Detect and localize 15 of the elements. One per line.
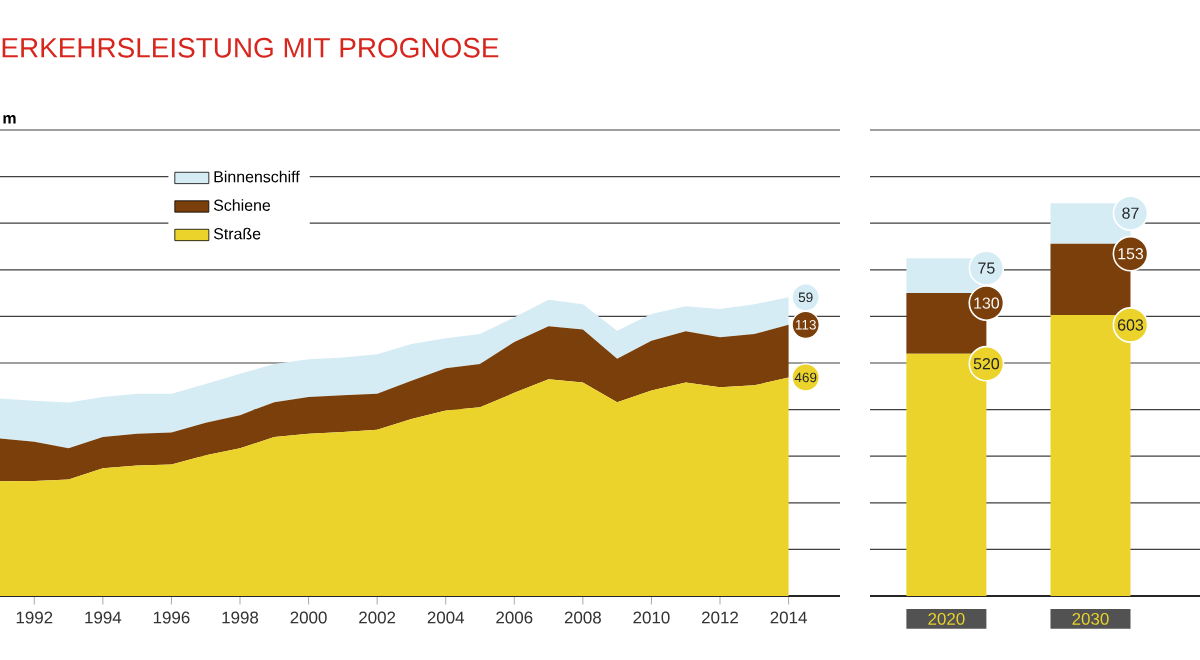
x-tick-label: 2006 <box>496 611 533 624</box>
x-tick-label: 2012 <box>702 611 738 624</box>
x-tick-label: 2014 <box>770 611 807 624</box>
x-tick-label: 1998 <box>222 611 259 624</box>
x-tick-label: 2020 <box>928 612 965 625</box>
x-tick-label: 1996 <box>153 611 190 624</box>
x-tick-label: 1994 <box>85 611 122 624</box>
x-tick-label: 2010 <box>633 611 670 624</box>
x-tick-label: 2004 <box>427 611 465 624</box>
x-tick-label: 2000 <box>290 611 327 624</box>
x-tick-label: 1992 <box>16 611 53 624</box>
x-tick-label: 2008 <box>564 611 601 624</box>
chart-title: ERKEHRSLEISTUNG MIT PROGNOSE <box>2 37 499 58</box>
x-tick-label: 2002 <box>359 611 396 624</box>
x-tick-label: 2030 <box>1072 612 1109 625</box>
